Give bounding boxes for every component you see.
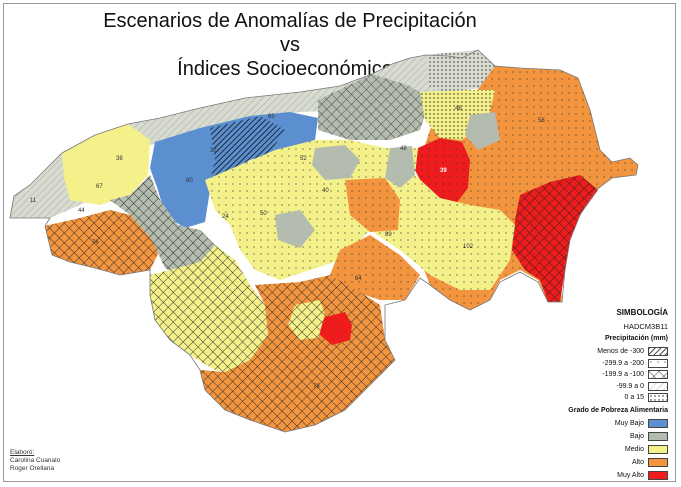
map-label: 64: [355, 276, 362, 282]
map-label: 39: [440, 168, 447, 174]
legend-precip-row: -99.9 a 0: [548, 381, 668, 393]
map-label: 58: [538, 118, 545, 124]
region-muy-alto-south: [320, 312, 352, 345]
legend-precip-label: -299.9 a -200: [602, 359, 644, 367]
map-label: 24: [222, 214, 229, 220]
map-label: 78: [313, 384, 320, 390]
legend-poverty-label: Bajo: [629, 432, 644, 440]
map-label: 11: [30, 198, 37, 204]
map-label: 60: [186, 178, 193, 184]
municipality-polygons: [9, 49, 639, 433]
region-nw-medio: [62, 124, 150, 205]
legend: SIMBOLOGÍA HADCM3B11 Precipitación (mm) …: [548, 308, 668, 482]
legend-model: HADCM3B11: [623, 322, 668, 331]
map-label: 102: [463, 244, 474, 250]
color-swatch: [648, 457, 668, 467]
region-bajo-island-1: [312, 145, 360, 180]
legend-poverty-label: Alto: [631, 458, 644, 466]
legend-precip-row: 0 a 15: [548, 392, 668, 404]
map-label: 32: [210, 148, 217, 154]
color-swatch: [648, 444, 668, 454]
title-line-1: Escenarios de Anomalías de Precipitación…: [103, 10, 477, 56]
legend-precip-row: Menos de -300: [548, 346, 668, 358]
map-label: 65: [268, 114, 275, 120]
peninsula-outline: [9, 49, 639, 433]
map-label: 76: [92, 240, 99, 246]
color-swatch: [648, 431, 668, 441]
map-label: 46: [455, 106, 462, 112]
legend-poverty-row: Medio: [548, 443, 668, 456]
credits-author-2: Roger Orellana: [10, 465, 55, 472]
map-label: 67: [96, 184, 103, 190]
map-label: 50: [260, 211, 267, 217]
map-label: 89: [385, 232, 392, 238]
legend-poverty-label: Medio: [624, 445, 644, 453]
legend-precip-label: -99.9 a 0: [616, 382, 644, 390]
legend-title: SIMBOLOGÍA: [616, 308, 668, 317]
legend-poverty-title: Grado de Pobreza Alimentaria: [568, 406, 668, 414]
map-label: 38: [116, 156, 123, 162]
color-swatch: [648, 418, 668, 428]
pattern-swatch: [648, 381, 668, 391]
legend-precip-label: -199.9 a -100: [602, 371, 644, 379]
credits-label: Elaboró:: [10, 449, 35, 456]
legend-poverty-row: Muy Alto: [548, 469, 668, 482]
region-bajo-island-2: [385, 146, 415, 188]
map-label: 52: [300, 156, 307, 162]
legend-poverty-label: Muy Bajo: [614, 419, 644, 427]
legend-poverty-row: Bajo: [548, 430, 668, 443]
color-swatch: [648, 470, 668, 480]
legend-precip-title: Precipitación (mm): [604, 335, 668, 342]
pattern-swatch: [648, 370, 668, 380]
map-label: 48: [400, 146, 407, 152]
pattern-swatch: [648, 393, 668, 403]
region-bajo-island-3: [275, 210, 315, 248]
credits-author-1: Carolina Cuanalo: [10, 457, 61, 464]
legend-poverty-row: Alto: [548, 456, 668, 469]
map-title: Escenarios de Anomalías de Precipitación…: [95, 9, 485, 81]
legend-poverty-label: Muy Alto: [617, 471, 644, 479]
map-label: 44: [78, 208, 85, 214]
legend-poverty-row: Muy Bajo: [548, 417, 668, 430]
municipality-labels: 38 67 11 44 60 32 65 52 50 40 64 89 102 …: [30, 106, 545, 390]
region-bajo-island-4: [465, 112, 500, 150]
map-frame: [3, 3, 676, 482]
legend-precip-label: Menos de -300: [597, 348, 644, 356]
pattern-swatch: [648, 347, 668, 357]
map-label: 40: [322, 188, 329, 194]
credits: Elaboró: Carolina Cuanalo Roger Orellana: [10, 449, 60, 473]
legend-precip-row: -199.9 a -100: [548, 369, 668, 381]
legend-precip-row: -299.9 a -200: [548, 358, 668, 370]
legend-precip-label: 0 a 15: [624, 394, 644, 402]
pattern-swatch: [648, 358, 668, 368]
title-line-2: Índices Socioeconómicos: [177, 58, 403, 80]
